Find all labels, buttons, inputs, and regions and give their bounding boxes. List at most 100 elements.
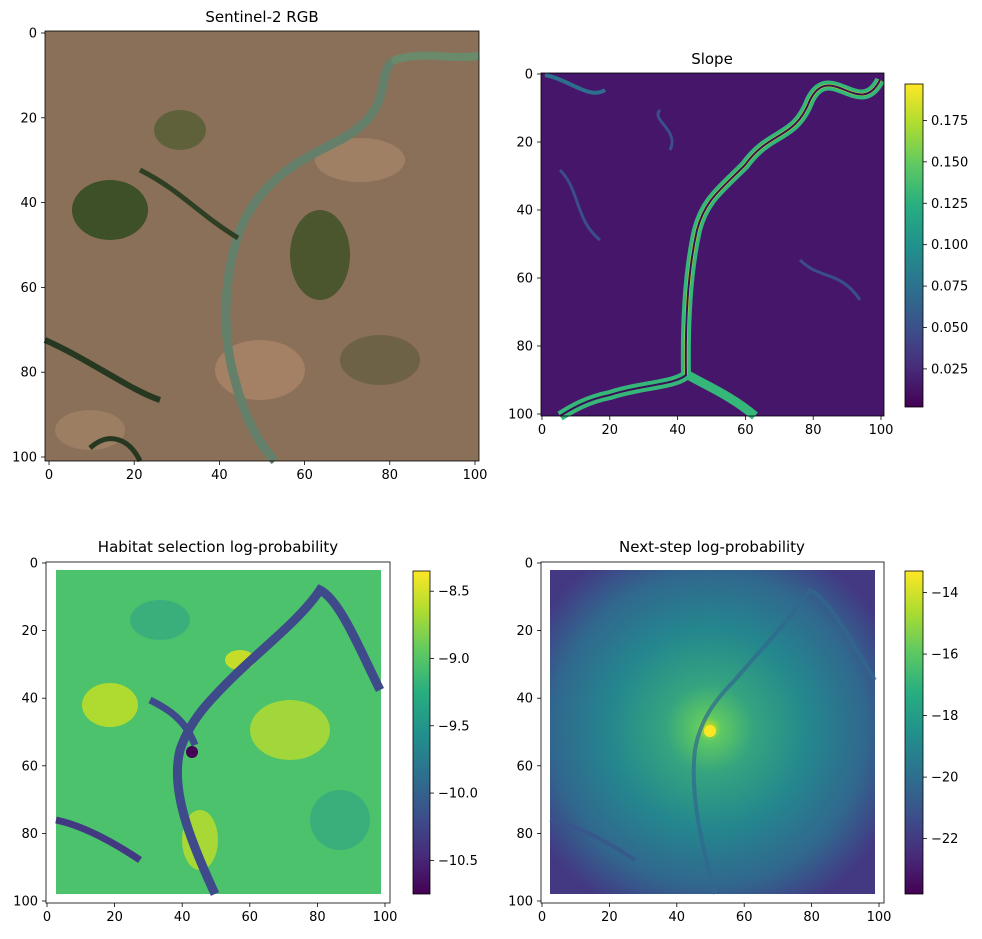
panel-nextstep-title: Next-step log-probability — [619, 538, 805, 556]
y-tick-label: 20 — [20, 111, 37, 126]
colorbar-nextstep-ticks: −22 −20 −18 −16 −14 — [923, 586, 958, 847]
x-tick-label: 0 — [538, 423, 546, 438]
panel-habitat-frame — [45, 561, 391, 904]
rgb-river-branch — [390, 51, 480, 65]
y-tick-label: 80 — [516, 827, 533, 842]
colorbar-slope-ticks: 0.025 0.050 0.075 0.100 0.125 0.150 0.175 — [923, 114, 968, 377]
y-tick-label: 40 — [20, 196, 37, 211]
x-tick-label: 100 — [373, 910, 398, 925]
y-tick-label: 80 — [21, 827, 38, 842]
habitat-high-patch — [82, 683, 138, 727]
x-tick-label: 40 — [669, 910, 686, 925]
habitat-mid-patch — [310, 790, 370, 850]
x-tick-label: 100 — [463, 468, 488, 483]
colorbar-nextstep-gradient — [904, 570, 924, 895]
y-tick-label: 0 — [29, 27, 37, 42]
y-tick-label: 20 — [21, 624, 38, 639]
panel-nextstep-axes: 0 20 40 60 80 100 0 20 40 60 80 100 — [508, 557, 891, 926]
rgb-green-patch — [154, 110, 206, 150]
colorbar-tick-label: −22 — [931, 832, 958, 847]
panel-rgb-frame — [44, 30, 480, 462]
colorbar-tick-label: −10.5 — [438, 854, 478, 869]
x-tick-label: 100 — [869, 423, 894, 438]
y-tick-label: 100 — [508, 895, 533, 910]
colorbar-habitat-ticks: −10.5 −10.0 −9.5 −9.0 −8.5 — [430, 585, 478, 869]
slope-ridge — [685, 371, 758, 420]
panel-slope-axes: 0 20 40 60 80 100 0 20 40 60 80 100 — [508, 68, 893, 439]
colorbar-tick-label: −10.0 — [438, 787, 478, 802]
y-tick-label: 100 — [508, 408, 533, 423]
y-tick-label: 40 — [21, 692, 38, 707]
colorbar-tick-label: 0.025 — [931, 362, 968, 377]
slope-base — [541, 73, 884, 416]
rgb-green-patch — [340, 335, 420, 385]
y-tick-label: 80 — [516, 340, 533, 355]
y-tick-label: 40 — [516, 204, 533, 219]
habitat-low-corridor — [172, 584, 385, 896]
panel-habitat: Habitat selection log-probability 0 20 40 6… — [13, 538, 478, 925]
colorbar-tick-label: −18 — [931, 709, 958, 724]
panel-nextstep: Next-step log-probability 0 20 40 60 80 100 0 2… — [508, 538, 958, 925]
habitat-minimum — [186, 746, 198, 758]
colorbar-tick-label: −14 — [931, 586, 958, 601]
colorbar-tick-label: 0.175 — [931, 114, 968, 129]
slope-feature — [544, 73, 607, 95]
x-tick-label: 100 — [867, 910, 892, 925]
x-tick-label: 60 — [242, 910, 259, 925]
x-tick-label: 60 — [737, 423, 754, 438]
y-tick-label: 60 — [516, 759, 533, 774]
y-tick-label: 0 — [525, 557, 533, 572]
rgb-stream — [138, 167, 240, 241]
nextstep-corridor — [549, 818, 637, 862]
colorbar-tick-label: −9.0 — [438, 652, 470, 667]
habitat-mid-patch — [130, 600, 190, 640]
colorbar-tick-label: −16 — [931, 648, 958, 663]
panel-rgb-axes: 0 20 40 60 80 100 0 20 40 60 80 100 — [12, 27, 487, 484]
x-tick-label: 80 — [309, 910, 326, 925]
rgb-stream — [43, 337, 161, 403]
x-tick-label: 20 — [106, 910, 123, 925]
nextstep-peak — [704, 725, 716, 737]
rgb-tan-patch — [55, 410, 125, 450]
y-tick-label: 60 — [20, 281, 37, 296]
rgb-green-patch — [290, 210, 350, 300]
colorbar-tick-label: −9.5 — [438, 719, 470, 734]
colorbar-tick-label: −8.5 — [438, 585, 470, 600]
panel-nextstep-frame — [540, 561, 885, 904]
colorbar-tick-label: 0.125 — [931, 197, 968, 212]
x-tick-label: 20 — [602, 423, 619, 438]
y-tick-label: 100 — [13, 895, 38, 910]
y-tick-label: 60 — [21, 759, 38, 774]
y-tick-label: 20 — [516, 624, 533, 639]
habitat-low-corridor — [148, 696, 199, 747]
colorbar-tick-label: 0.075 — [931, 280, 968, 295]
y-tick-label: 40 — [516, 692, 533, 707]
y-tick-label: 80 — [20, 366, 37, 381]
y-tick-label: 0 — [525, 68, 533, 83]
slope-feature — [798, 258, 862, 301]
panel-slope-title: Slope — [691, 50, 733, 68]
rgb-stream — [88, 436, 143, 463]
panel-habitat-axes: 0 20 40 60 80 100 0 20 40 60 80 100 — [13, 557, 397, 926]
x-tick-label: 0 — [538, 910, 546, 925]
x-tick-label: 80 — [805, 423, 822, 438]
slope-valley — [559, 79, 881, 417]
colorbar-slope: 0.025 0.050 0.075 0.100 0.125 0.150 0.175 — [904, 83, 968, 408]
x-tick-label: 80 — [382, 468, 399, 483]
panel-rgb-title: Sentinel-2 RGB — [205, 8, 318, 26]
slope-feature — [656, 108, 674, 151]
x-tick-label: 40 — [211, 468, 228, 483]
panel-rgb: Sentinel-2 RGB 0 20 40 60 80 100 0 20 40 60 80 100 — [12, 8, 487, 483]
x-tick-label: 20 — [601, 910, 618, 925]
colorbar-tick-label: 0.050 — [931, 321, 968, 336]
rgb-green-patch — [72, 180, 148, 240]
rgb-tan-patch — [315, 138, 405, 182]
x-tick-label: 60 — [736, 910, 753, 925]
nextstep-corridor — [691, 587, 877, 895]
x-tick-label: 40 — [669, 423, 686, 438]
panel-slope-image — [541, 73, 885, 421]
x-tick-label: 60 — [296, 468, 313, 483]
x-tick-label: 0 — [43, 910, 51, 925]
y-tick-label: 60 — [516, 272, 533, 287]
